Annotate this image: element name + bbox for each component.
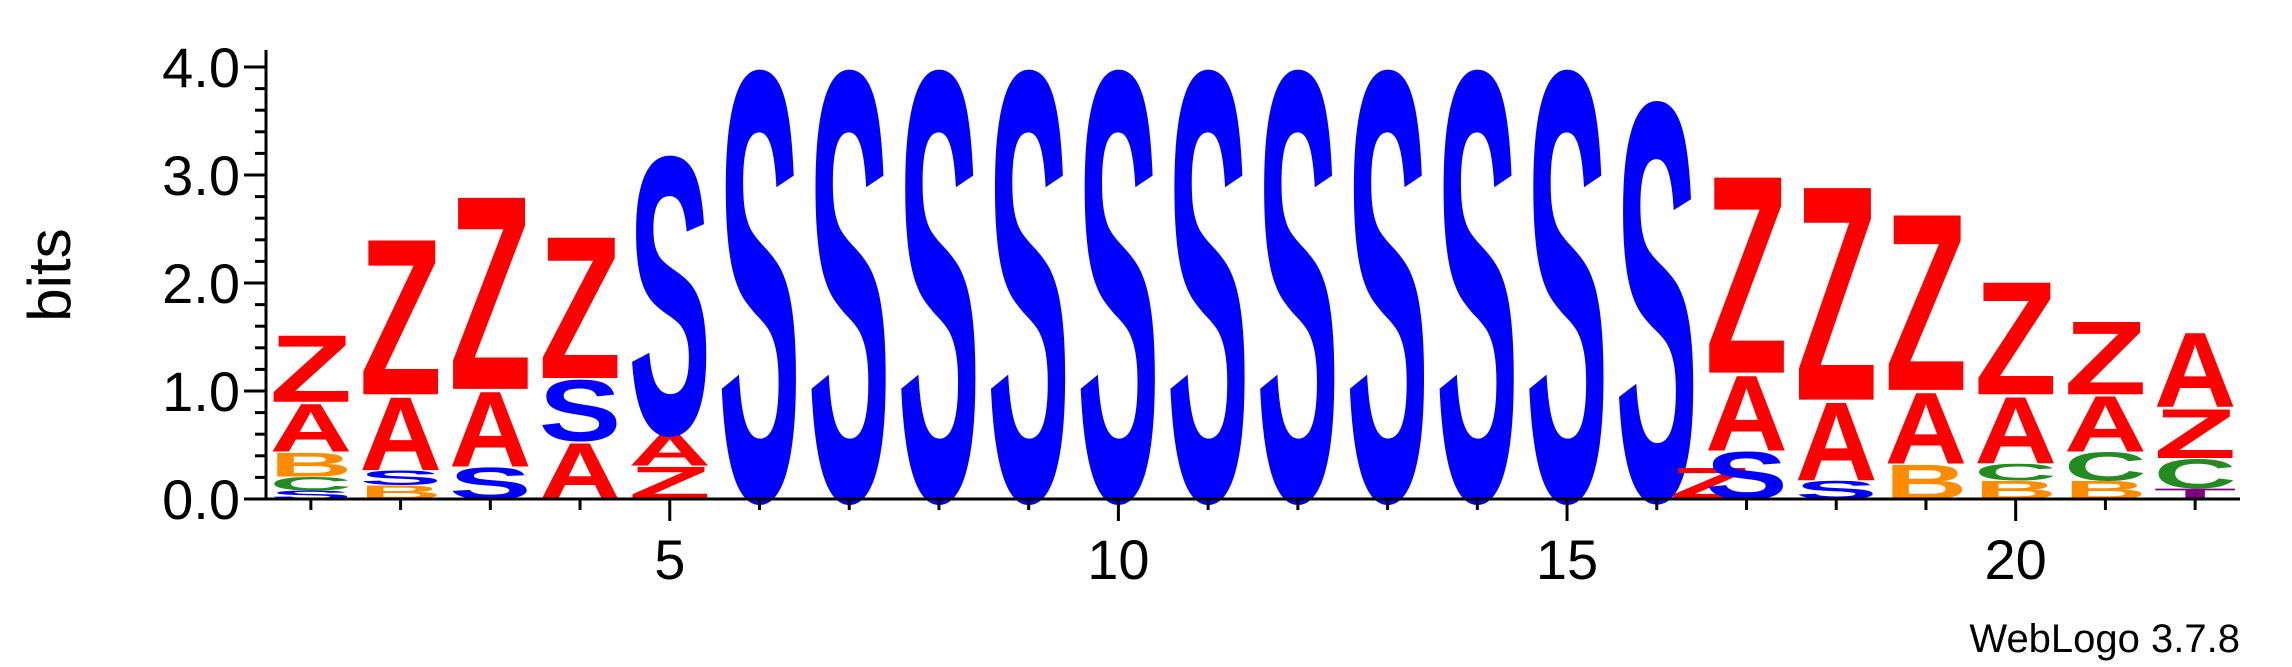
stack-column: S: [718, 0, 801, 631]
x-tick-label: 20: [1985, 528, 2047, 591]
stack-letter-z: Z: [1974, 248, 2057, 429]
x-tick-label: 10: [1087, 528, 1149, 591]
stack-letter-a: A: [628, 425, 711, 475]
x-tick-label: 15: [1536, 528, 1598, 591]
stack-letter-b: B: [270, 445, 353, 483]
stack-letter-z: Z: [539, 193, 622, 422]
stack-letter-a: A: [359, 376, 442, 493]
stack-letter-a: A: [2064, 380, 2147, 469]
stack-letter-s: S: [987, 0, 1070, 631]
stack-letter-s: S: [628, 75, 711, 518]
stack-column: ASZ: [539, 193, 622, 516]
stack-letter-s: S: [1257, 0, 1340, 631]
stack-column: ZAS: [628, 75, 711, 518]
y-tick-label: 0.0: [162, 468, 240, 531]
stack-letter-s: S: [1346, 0, 1429, 631]
stack-letter-c: C: [1974, 459, 2057, 486]
stack-letter-s: S: [359, 466, 442, 489]
y-tick-label: 4.0: [162, 36, 240, 99]
stack-letter-z: Z: [1795, 123, 1878, 466]
stack-letter-s: S: [1167, 0, 1250, 631]
stack-letter-z: Z: [1705, 117, 1788, 434]
stack-letter-z: Z: [1885, 162, 1968, 445]
stack-letter-a: A: [1885, 371, 1968, 485]
stack-letter-c: C: [270, 473, 353, 495]
stack-column: S: [1615, 0, 1698, 621]
x-tick-label: 5: [654, 528, 685, 591]
stack-letter-z: Z: [2154, 394, 2237, 473]
stack-column: S: [1436, 0, 1519, 631]
stack-letter-s: S: [1615, 0, 1698, 621]
stack-letter-s: S: [1436, 0, 1519, 631]
stack-letter-a: A: [449, 369, 532, 490]
y-axis-label: bits: [16, 228, 83, 321]
weblogo-credit: WebLogo 3.7.8: [1969, 617, 2240, 661]
stack-column: SAZ: [1795, 123, 1878, 506]
stack-letter-s: S: [539, 362, 622, 460]
stack-letter-s: S: [898, 0, 981, 631]
y-tick-label: 3.0: [162, 144, 240, 207]
stack-column: SAZ: [449, 138, 532, 508]
stack-letter-a: A: [270, 390, 353, 467]
stack-letter-z: Z: [359, 193, 442, 442]
stack-letter-z: Z: [449, 138, 532, 448]
stack-column: S: [987, 0, 1070, 631]
axes: [264, 50, 2240, 501]
x-ticks: 5 10 15 20: [309, 499, 2197, 591]
stack-column: S: [808, 0, 891, 631]
y-tick-label: 2.0: [162, 252, 240, 315]
stack-letter-a: A: [1705, 352, 1788, 473]
stack-letter-z: Z: [270, 315, 353, 422]
y-tick-label: 1.0: [162, 360, 240, 423]
stack-column: S: [898, 0, 981, 631]
stack-column: S: [1167, 0, 1250, 631]
stack-letter-s: S: [808, 0, 891, 631]
stack-letter-a: A: [1974, 377, 2057, 484]
stack-column: S: [1257, 0, 1340, 631]
stack-letter-s: S: [1526, 0, 1609, 631]
stack-column: BAZ: [1885, 162, 1968, 510]
y-ticks: 0.0 1.0 2.0 3.0 4.0: [162, 36, 266, 531]
stack-letter-a: A: [2154, 312, 2237, 431]
stack-letter-s: S: [718, 0, 801, 631]
stack-letter-c: C: [2064, 444, 2147, 489]
stack-column: S: [1077, 0, 1160, 631]
stack-letter-c: C: [2154, 451, 2237, 498]
stack-column: S: [1526, 0, 1609, 631]
stack-column: S: [1346, 0, 1429, 631]
stack-letter-a: A: [1795, 379, 1878, 505]
stack-letter-z: Z: [2064, 299, 2147, 417]
stack-letter-s: S: [1077, 0, 1160, 631]
stack-column: SAZ: [1705, 117, 1788, 514]
